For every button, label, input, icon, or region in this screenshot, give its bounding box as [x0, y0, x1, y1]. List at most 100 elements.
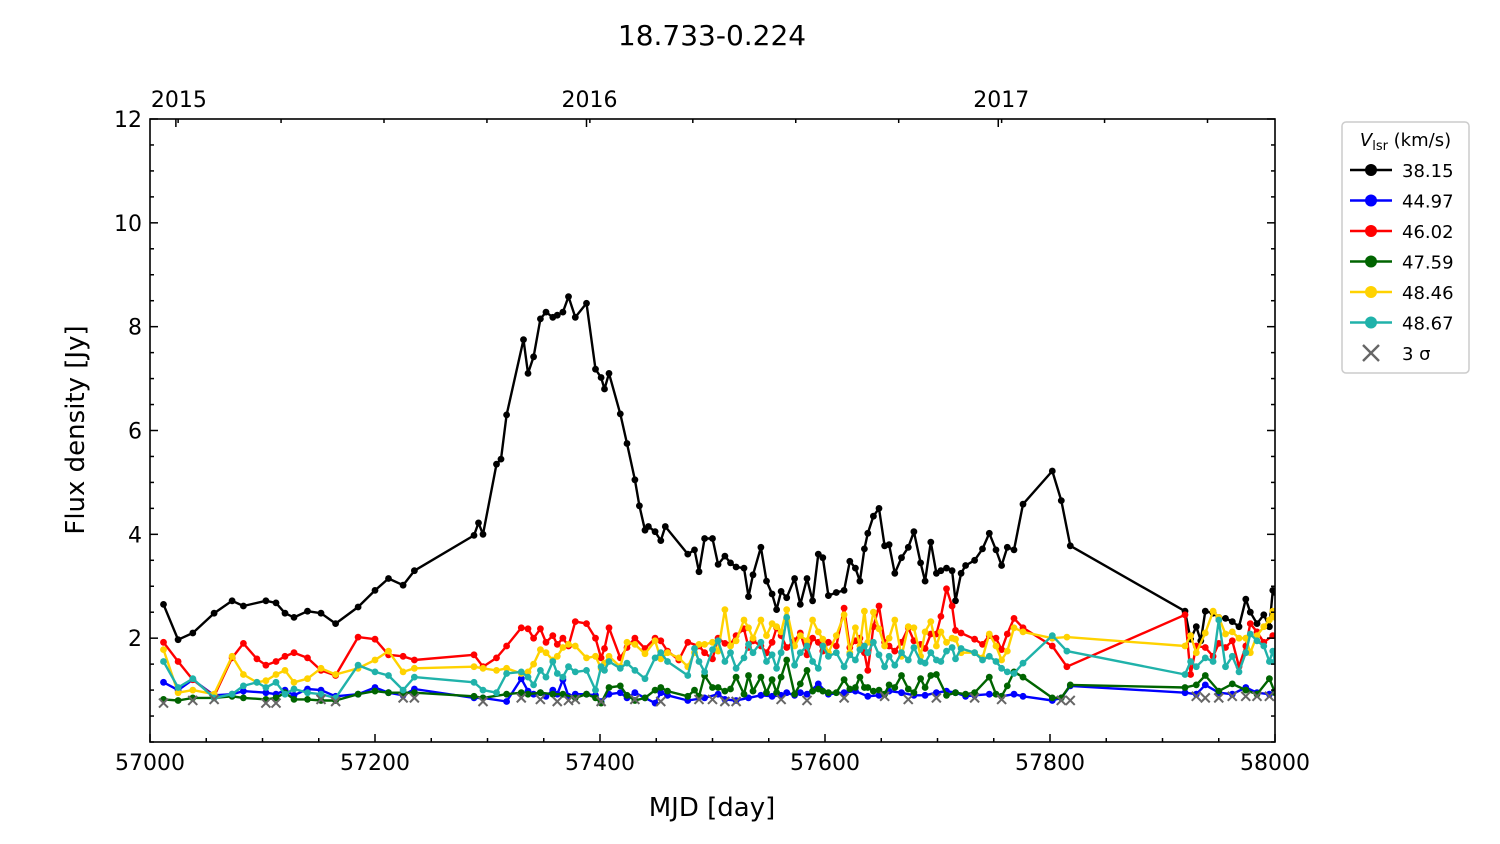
- sigma-marker: [535, 694, 546, 705]
- data-point: [304, 689, 311, 697]
- sigma-marker: [931, 692, 942, 704]
- data-point: [1019, 628, 1027, 636]
- data-point: [1266, 623, 1273, 631]
- data-point: [290, 614, 298, 621]
- legend: Vlsr (km/s) 38.15 44.97 46.02 47.59 48.46 48.6…: [1341, 121, 1470, 374]
- data-point: [592, 686, 599, 694]
- data-point: [553, 652, 561, 660]
- data-point: [399, 652, 407, 660]
- data-point: [745, 641, 752, 648]
- data-point: [371, 656, 379, 664]
- data-point: [571, 694, 579, 702]
- data-point: [1063, 647, 1071, 655]
- data-point: [1048, 694, 1056, 702]
- data-point: [1201, 607, 1209, 615]
- data-point: [1260, 642, 1268, 650]
- data-point: [846, 651, 854, 659]
- data-point: [985, 652, 993, 660]
- data-point: [1057, 497, 1065, 504]
- data-point: [864, 649, 872, 657]
- data-point: [1192, 649, 1200, 657]
- sigma-marker: [693, 694, 705, 705]
- data-point: [1019, 659, 1027, 667]
- data-point: [517, 624, 525, 632]
- data-point: [1242, 686, 1250, 694]
- sigma-marker: [879, 691, 890, 702]
- data-point: [773, 664, 780, 672]
- data-point: [1192, 681, 1200, 689]
- data-point: [549, 658, 557, 665]
- data-point: [791, 575, 798, 582]
- data-point: [272, 694, 280, 702]
- data-point: [503, 411, 510, 419]
- data-point: [979, 656, 986, 664]
- data-point: [1010, 670, 1018, 677]
- data-point: [861, 642, 868, 650]
- data-point: [971, 689, 978, 697]
- data-point: [1010, 546, 1018, 554]
- sigma-marker: [187, 695, 198, 706]
- data-point: [470, 678, 478, 686]
- data-point: [1260, 623, 1268, 631]
- data-point: [819, 687, 827, 695]
- sigma-marker: [1240, 691, 1251, 702]
- data-point: [493, 689, 500, 697]
- data-point: [371, 687, 379, 695]
- data-point: [1048, 642, 1056, 650]
- data-point: [943, 564, 950, 572]
- data-point: [727, 642, 734, 650]
- data-point: [732, 664, 740, 672]
- legend-marker: [1365, 255, 1377, 268]
- data-point: [371, 635, 379, 643]
- data-point: [1246, 630, 1254, 638]
- data-point: [317, 690, 325, 698]
- data-point: [998, 656, 1005, 664]
- data-point: [592, 365, 599, 373]
- data-point: [783, 614, 791, 621]
- data-point: [1201, 654, 1209, 662]
- data-point: [825, 652, 832, 660]
- data-point: [174, 636, 182, 644]
- legend-title: Vlsr (km/s): [1360, 130, 1451, 154]
- data-point: [651, 528, 659, 536]
- data-point: [791, 661, 798, 669]
- data-point: [943, 638, 950, 646]
- data-point: [281, 667, 289, 674]
- data-point: [957, 645, 965, 652]
- legend-box: [1341, 121, 1470, 374]
- data-point: [891, 569, 899, 577]
- data-point: [160, 646, 167, 653]
- data-point: [290, 649, 298, 657]
- data-point: [921, 684, 929, 691]
- data-point: [727, 685, 734, 693]
- data-point: [160, 638, 167, 646]
- data-point: [1228, 637, 1236, 645]
- y-tick-label: 2: [128, 627, 142, 652]
- data-point: [1003, 647, 1011, 655]
- series-47-59: [160, 656, 1275, 707]
- data-point: [623, 638, 631, 646]
- data-point: [645, 523, 652, 530]
- data-point: [998, 646, 1005, 653]
- data-point: [631, 689, 639, 697]
- x-tick-label: 57000: [115, 751, 185, 776]
- data-point: [825, 689, 832, 697]
- data-point: [553, 311, 561, 319]
- sigma-marker: [903, 694, 914, 705]
- data-point: [605, 652, 613, 660]
- data-point: [840, 611, 848, 619]
- data-point: [1003, 543, 1011, 551]
- data-point: [1019, 673, 1027, 681]
- sigma-marker: [1200, 692, 1211, 704]
- sigma-marker: [270, 697, 282, 709]
- data-point: [160, 678, 167, 686]
- data-point: [832, 632, 840, 639]
- data-point: [493, 460, 500, 468]
- data-point: [1192, 663, 1200, 671]
- sigma-marker: [996, 694, 1007, 705]
- data-point: [479, 664, 487, 672]
- data-point: [616, 664, 624, 672]
- data-point: [661, 523, 669, 530]
- data-point: [641, 675, 649, 683]
- data-point: [304, 607, 311, 615]
